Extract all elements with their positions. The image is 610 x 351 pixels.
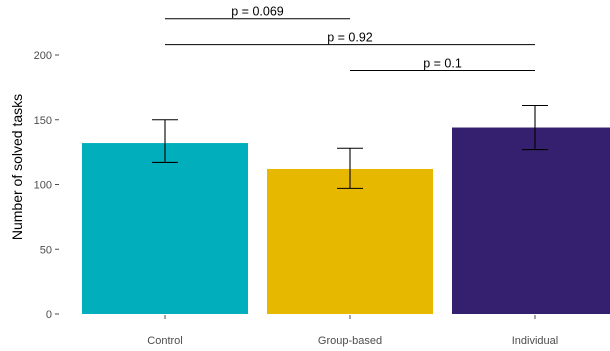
bars-layer (82, 128, 610, 314)
significance-bracket: p = 0.92 (165, 31, 535, 45)
bar-control (82, 143, 248, 314)
bar-group-based (267, 169, 433, 314)
y-tick-label: 100 (34, 180, 52, 192)
y-tick-label: 0 (46, 309, 52, 321)
y-tick-label: 200 (34, 50, 52, 62)
x-axis: Control Group-based Individual (147, 315, 558, 347)
x-tick-label: Individual (512, 335, 558, 347)
p-value-label: p = 0.1 (423, 57, 462, 71)
p-value-label: p = 0.92 (327, 31, 373, 45)
x-tick-label: Control (147, 335, 182, 347)
y-axis: 0 50 100 150 200 (34, 50, 59, 321)
y-tick-label: 50 (40, 244, 52, 256)
significance-bracket: p = 0.1 (350, 57, 535, 71)
y-axis-title: Number of solved tasks (9, 94, 25, 240)
significance-layer: p = 0.069 p = 0.92 p = 0.1 (165, 5, 535, 71)
p-value-label: p = 0.069 (231, 5, 284, 19)
significance-bracket: p = 0.069 (165, 5, 350, 19)
y-tick-label: 150 (34, 115, 52, 127)
bar-individual (452, 128, 610, 314)
x-tick-label: Group-based (318, 335, 382, 347)
